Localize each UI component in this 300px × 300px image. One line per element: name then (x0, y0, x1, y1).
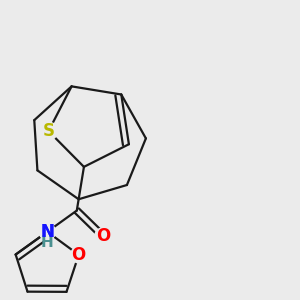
Text: N: N (40, 223, 54, 241)
Circle shape (39, 224, 55, 240)
Circle shape (71, 247, 87, 263)
Text: S: S (43, 122, 55, 140)
Text: O: O (96, 227, 110, 245)
Text: N: N (40, 223, 54, 241)
Circle shape (40, 122, 58, 140)
Circle shape (95, 228, 111, 244)
Text: O: O (72, 246, 86, 264)
Text: H: H (41, 235, 54, 250)
Circle shape (39, 224, 55, 240)
